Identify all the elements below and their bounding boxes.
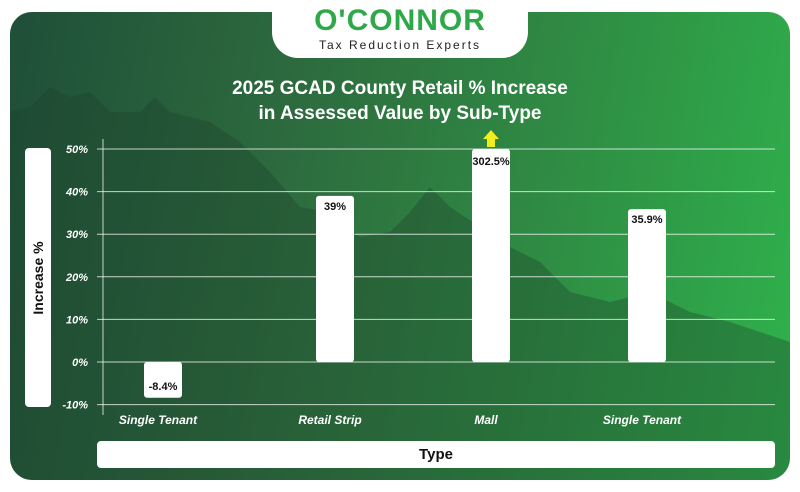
title-line-1: 2025 GCAD County Retail % Increase bbox=[232, 78, 568, 99]
y-tick-label: 20% bbox=[65, 272, 88, 284]
data-label: -8.4% bbox=[149, 381, 178, 393]
y-tick-label: 10% bbox=[66, 314, 88, 326]
title-line-2: in Assessed Value by Sub-Type bbox=[258, 103, 542, 124]
y-tick-label: 30% bbox=[66, 229, 88, 241]
y-axis-label-box bbox=[25, 148, 51, 407]
x-tick-label: Single Tenant bbox=[119, 413, 198, 427]
bar bbox=[144, 362, 182, 398]
y-tick-label: 0% bbox=[72, 357, 88, 369]
data-label: 302.5% bbox=[472, 156, 510, 168]
bar bbox=[628, 209, 666, 362]
bar bbox=[472, 149, 510, 362]
x-tick-label: Retail Strip bbox=[298, 413, 361, 427]
overflow-arrow-icon bbox=[483, 130, 499, 147]
x-tick-label: Single Tenant bbox=[603, 413, 682, 427]
logo-tagline: Tax Reduction Experts bbox=[318, 38, 482, 52]
chart-title: 2025 GCAD County Retail % Increase in As… bbox=[0, 76, 800, 126]
y-tick-label: 50% bbox=[66, 144, 88, 156]
logo-brand: O'CONNOR bbox=[314, 4, 486, 37]
y-tick-label: -10% bbox=[62, 400, 88, 412]
y-tick-label: 40% bbox=[65, 187, 88, 199]
x-tick-label: Mall bbox=[474, 413, 498, 427]
x-axis-label: Type bbox=[97, 441, 775, 468]
data-label: 35.9% bbox=[631, 214, 662, 226]
background-decoration bbox=[10, 87, 790, 480]
oconnor-logo: O'CONNOR Tax Reduction Experts bbox=[272, 0, 528, 58]
bar bbox=[316, 195, 354, 362]
data-label: 39% bbox=[324, 201, 346, 213]
